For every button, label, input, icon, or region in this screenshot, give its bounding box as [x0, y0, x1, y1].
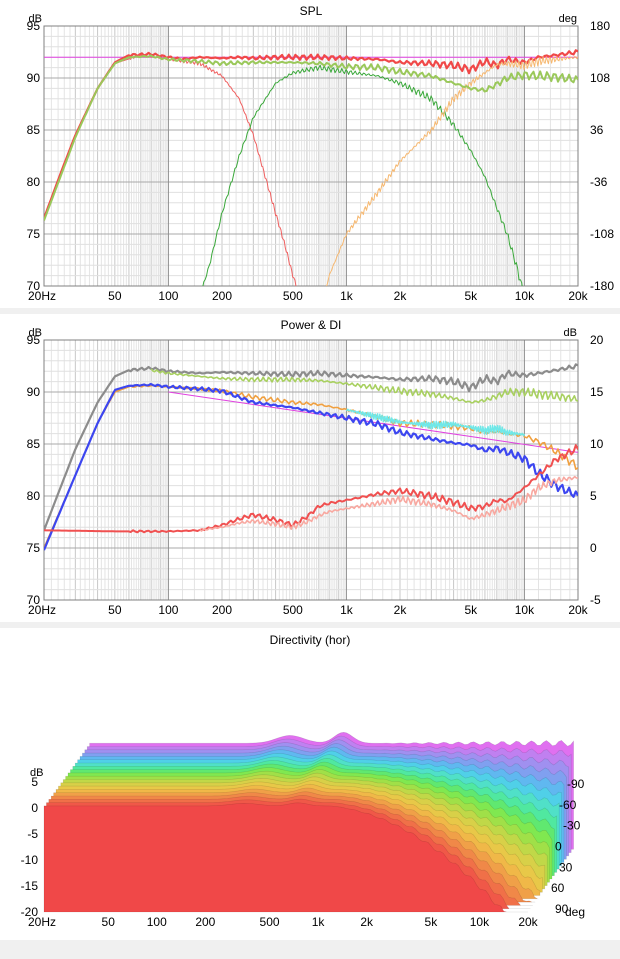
- x-tick-label: 50: [108, 603, 122, 617]
- y2-axis-unit: dB: [564, 327, 577, 339]
- directivity-x-tick-label: 20k: [518, 915, 538, 929]
- y-tick-label: 80: [27, 489, 41, 503]
- directivity-x-tick-label: 10k: [470, 915, 490, 929]
- y-tick-label: 90: [27, 71, 41, 85]
- x-tick-label: 20k: [568, 603, 588, 617]
- directivity-x-tick-label: 200: [195, 915, 215, 929]
- y2-tick-label: 180: [590, 19, 610, 33]
- directivity-y-tick-label: -5: [27, 827, 38, 841]
- directivity-panel: Directivity (hor) dB 5 0 -5 -10 -15 -20 20Hz 50 10…: [0, 628, 620, 940]
- y-tick-label: 70: [27, 279, 41, 293]
- y2-tick-label: -180: [590, 279, 614, 293]
- spl-series-phase: [44, 54, 578, 221]
- x-tick-label: 50: [108, 289, 122, 303]
- spl-series-total-spl: [44, 49, 578, 219]
- x-tick-label: 5k: [464, 289, 478, 303]
- y-tick-label: 85: [27, 437, 41, 451]
- directivity-x-tick-label: 100: [147, 915, 167, 929]
- y-tick-label: 75: [27, 227, 41, 241]
- pdi-series-on-axis: [44, 363, 578, 531]
- directivity-x-tick-label: 20Hz: [28, 915, 56, 929]
- x-tick-label: 1k: [340, 289, 354, 303]
- y-tick-label: 95: [27, 333, 41, 347]
- directivity-angle-tick-label: 60: [551, 881, 565, 895]
- x-tick-label: 20k: [568, 289, 588, 303]
- pdi-series-sound-power: [345, 408, 526, 437]
- directivity-angle-tick-label: -30: [563, 819, 581, 833]
- plot-frame: [43, 339, 579, 601]
- y2-tick-label: 0: [590, 541, 597, 555]
- x-tick-label: 10k: [515, 289, 535, 303]
- directivity-x-tick-label: 50: [102, 915, 116, 929]
- y-tick-label: 75: [27, 541, 41, 555]
- x-tick-label: 2k: [394, 603, 408, 617]
- directivity-x-tick-label: 5k: [425, 915, 439, 929]
- directivity-angle-tick-label: -90: [567, 777, 585, 791]
- directivity-y-tick-label: -20: [21, 905, 39, 919]
- spl-panel: SPL dB deg 95 90 85 80 75 70 180 108 36 -36 -108 -180 2…: [0, 0, 620, 308]
- x-tick-label: 20Hz: [28, 603, 56, 617]
- x-tick-label: 500: [283, 289, 303, 303]
- pdi-title: Power & DI: [281, 318, 342, 332]
- directivity-angle-tick-label: 0: [555, 840, 562, 854]
- directivity-x-tick-label: 500: [260, 915, 280, 929]
- x-tick-label: 2k: [394, 289, 408, 303]
- y2-tick-label: 15: [590, 385, 604, 399]
- directivity-slice: [43, 802, 528, 913]
- y-axis-unit: dB: [29, 327, 42, 339]
- x-tick-label: 200: [212, 289, 232, 303]
- directivity-y-tick-label: -10: [21, 853, 39, 867]
- y2-tick-label: -36: [590, 175, 608, 189]
- directivity-angle-tick-label: 90: [555, 902, 569, 916]
- y2-tick-label: 108: [590, 71, 610, 85]
- pdi-series-sound-power-di: [44, 444, 578, 534]
- directivity-y-unit: dB: [30, 767, 43, 779]
- x-tick-label: 200: [212, 603, 232, 617]
- y-tick-label: 90: [27, 385, 41, 399]
- x-tick-label: 100: [158, 289, 178, 303]
- x-tick-label: 500: [283, 603, 303, 617]
- directivity-x-tick-label: 2k: [360, 915, 374, 929]
- plot-area: [44, 340, 578, 600]
- x-tick-label: 1k: [340, 603, 354, 617]
- y2-tick-label: 5: [590, 489, 597, 503]
- plot-frame: [43, 25, 579, 287]
- y2-tick-label: 20: [590, 333, 604, 347]
- y-tick-label: 70: [27, 593, 41, 607]
- directivity-y-tick-label: 0: [31, 801, 38, 815]
- x-tick-label: 5k: [464, 603, 478, 617]
- directivity-y-tick-label: 5: [31, 775, 38, 789]
- y2-tick-label: -108: [590, 227, 614, 241]
- y2-axis-unit: deg: [559, 13, 577, 25]
- spl-series-tweeter: [326, 55, 578, 286]
- spl-title: SPL: [300, 4, 323, 18]
- y-tick-label: 95: [27, 19, 41, 33]
- directivity-x-tick-label: 1k: [312, 915, 326, 929]
- y2-tick-label: 10: [590, 437, 604, 451]
- y-axis-unit: dB: [29, 13, 42, 25]
- directivity-y-tick-label: -15: [21, 879, 39, 893]
- power-di-panel: Power & DI dB dB 95 90 85 80 75 70 20 15 10 5 0 -5 20Hz…: [0, 314, 620, 622]
- plot-area: [44, 26, 578, 286]
- y2-tick-label: 36: [590, 123, 604, 137]
- directivity-angle-tick-label: 30: [559, 860, 573, 874]
- pdi-series-predicted-in-room: [44, 382, 578, 551]
- x-tick-label: 100: [158, 603, 178, 617]
- y-tick-label: 80: [27, 175, 41, 189]
- pdi-series-early-reflections-di: [199, 475, 578, 532]
- pdi-series-listening-window: [150, 368, 578, 404]
- directivity-title: Directivity (hor): [270, 633, 351, 647]
- y2-tick-label: -5: [590, 593, 601, 607]
- spl-series-midrange: [202, 64, 523, 286]
- x-tick-label: 10k: [515, 603, 535, 617]
- y-tick-label: 85: [27, 123, 41, 137]
- directivity-angle-unit: deg: [565, 905, 585, 919]
- x-tick-label: 20Hz: [28, 289, 56, 303]
- directivity-angle-tick-label: -60: [559, 798, 577, 812]
